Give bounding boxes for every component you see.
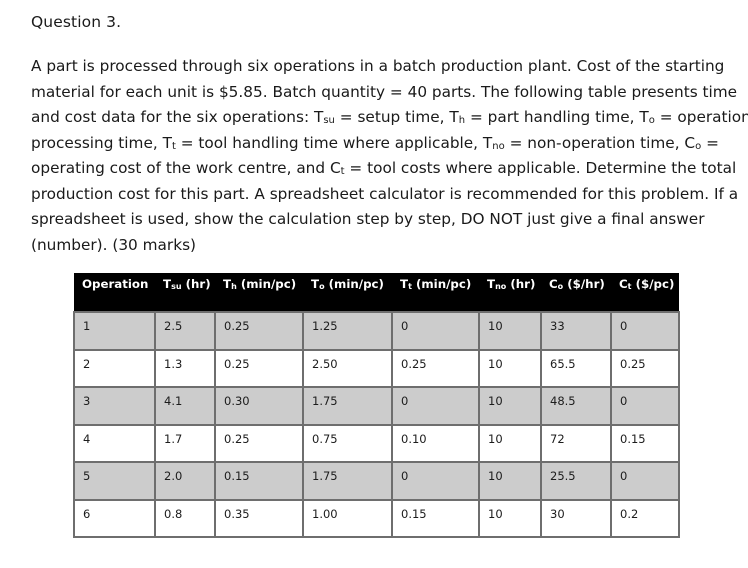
cell-operation: 1 [73, 311, 156, 351]
text-fragment: = setup time, T [334, 108, 459, 126]
subscript: o [695, 140, 702, 152]
cell-tno: 10 [478, 386, 542, 426]
cell-to: 1.75 [302, 461, 393, 501]
cell-co: 48.5 [540, 386, 612, 426]
operations-table: Operation Tsu (hr) Th (min/pc) To (min/p… [73, 273, 680, 538]
cell-tt: 0.25 [391, 348, 480, 388]
table-header-row: Operation Tsu (hr) Th (min/pc) To (min/p… [74, 273, 679, 312]
cell-tt: 0.15 [391, 498, 480, 538]
cell-tsu: 1.3 [154, 348, 216, 388]
subscript: su [323, 115, 335, 126]
table-row: 2 1.3 0.25 2.50 0.25 10 65.5 0.25 [73, 348, 680, 388]
cell-tno: 10 [478, 348, 542, 388]
paragraph-line-6: production cost for this part. A spreads… [31, 184, 739, 203]
cell-tno: 10 [478, 461, 542, 501]
table-row: 3 4.1 0.30 1.75 0 10 48.5 0 [73, 386, 680, 426]
cell-to: 0.75 [302, 423, 393, 463]
cell-operation: 4 [73, 423, 156, 463]
text-fragment: = non-operation time, C [504, 133, 696, 152]
cell-operation: 6 [73, 498, 156, 538]
cell-tt: 0 [391, 311, 480, 351]
text-fragment: operating cost of the work centre, and C [31, 159, 341, 177]
cell-to: 1.25 [302, 311, 393, 351]
header-operation: Operation [74, 273, 155, 312]
table-row: 6 0.8 0.35 1.00 0.15 10 30 0.2 [73, 498, 680, 538]
cell-ct: 0 [610, 311, 680, 351]
cell-th: 0.35 [214, 498, 304, 538]
paragraph-line-2: material for each unit is $5.85. Batch q… [31, 82, 738, 101]
cell-th: 0.25 [214, 348, 304, 388]
text-fragment: = part handling time, T [465, 108, 649, 126]
subscript: t [171, 140, 176, 152]
question-title: Question 3. [31, 13, 122, 31]
cell-co: 72 [540, 423, 612, 463]
text-fragment: = [701, 133, 719, 152]
cell-ct: 0.25 [610, 348, 680, 388]
table-row: 5 2.0 0.15 1.75 0 10 25.5 0 [73, 461, 680, 501]
cell-co: 25.5 [540, 461, 612, 501]
cell-operation: 2 [73, 348, 156, 388]
subscript: t [340, 166, 345, 177]
cell-ct: 0 [610, 386, 680, 426]
cell-co: 65.5 [540, 348, 612, 388]
cell-ct: 0.15 [610, 423, 680, 463]
cell-tsu: 4.1 [154, 386, 216, 426]
question-paragraph: A part is processed through six operatio… [31, 54, 748, 258]
paragraph-line-5: operating cost of the work centre, and C… [31, 156, 736, 182]
header-tsu: Tsu (hr) [155, 273, 215, 312]
paragraph-line-1: A part is processed through six operatio… [31, 57, 725, 75]
subscript: h [458, 115, 466, 126]
paragraph-line-8: (number). (30 marks) [31, 235, 197, 254]
cell-ct: 0.2 [610, 498, 680, 538]
cell-tsu: 2.5 [154, 311, 216, 351]
cell-ct: 0 [610, 461, 680, 501]
text-fragment: = operation [654, 108, 748, 126]
header-to: To (min/pc) [303, 273, 392, 312]
cell-tt: 0.10 [391, 423, 480, 463]
header-tno: Tno (hr) [479, 273, 541, 312]
paragraph-line-3: and cost data for the six operations: Ts… [31, 105, 748, 131]
cell-th: 0.25 [214, 423, 304, 463]
cell-tt: 0 [391, 461, 480, 501]
header-th: Th (min/pc) [215, 273, 303, 312]
cell-co: 30 [540, 498, 612, 538]
header-ct: Ct ($/pc) [611, 273, 679, 312]
subscript: o [648, 115, 655, 126]
cell-tno: 10 [478, 423, 542, 463]
cell-tsu: 0.8 [154, 498, 216, 538]
text-fragment: = tool costs where applicable. Determine… [344, 159, 737, 177]
text-fragment: and cost data for the six operations: T [31, 108, 324, 126]
cell-tno: 10 [478, 498, 542, 538]
cell-tsu: 2.0 [154, 461, 216, 501]
cell-th: 0.15 [214, 461, 304, 501]
cell-tsu: 1.7 [154, 423, 216, 463]
subscript: no [492, 140, 505, 152]
cell-tt: 0 [391, 386, 480, 426]
paragraph-line-4: processing time, Tt = tool handling time… [31, 131, 731, 157]
cell-operation: 3 [73, 386, 156, 426]
cell-th: 0.25 [214, 311, 304, 351]
cell-tno: 10 [478, 311, 542, 351]
cell-to: 2.50 [302, 348, 393, 388]
paragraph-line-7: spreadsheet is used, show the calculatio… [31, 210, 705, 228]
cell-th: 0.30 [214, 386, 304, 426]
cell-operation: 5 [73, 461, 156, 501]
table-row: 1 2.5 0.25 1.25 0 10 33 0 [73, 311, 680, 351]
header-tt: Tt (min/pc) [392, 273, 479, 312]
cell-to: 1.00 [302, 498, 393, 538]
header-co: Co ($/hr) [541, 273, 611, 312]
text-fragment: processing time, T [31, 133, 172, 152]
cell-co: 33 [540, 311, 612, 351]
cell-to: 1.75 [302, 386, 393, 426]
table-row: 4 1.7 0.25 0.75 0.10 10 72 0.15 [73, 423, 680, 463]
text-fragment: = tool handling time where applicable, T [175, 133, 493, 152]
